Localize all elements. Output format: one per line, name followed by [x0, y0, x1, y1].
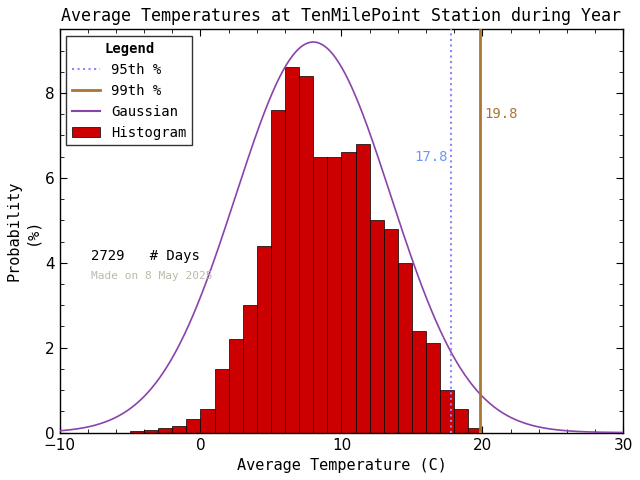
Bar: [384, 229, 398, 432]
Bar: [214, 369, 228, 432]
Bar: [313, 156, 327, 432]
Bar: [130, 431, 144, 432]
Bar: [228, 339, 243, 432]
Bar: [200, 409, 214, 432]
Bar: [144, 430, 158, 432]
Bar: [412, 331, 426, 432]
Bar: [468, 428, 483, 432]
Bar: [158, 428, 172, 432]
Bar: [327, 156, 341, 432]
Text: 17.8: 17.8: [414, 150, 448, 164]
Bar: [257, 246, 271, 432]
Bar: [440, 390, 454, 432]
Text: 2729   # Days: 2729 # Days: [90, 249, 200, 263]
Bar: [299, 76, 313, 432]
Bar: [426, 344, 440, 432]
Bar: [243, 305, 257, 432]
Bar: [454, 409, 468, 432]
Bar: [186, 419, 200, 432]
Bar: [271, 110, 285, 432]
Bar: [341, 153, 356, 432]
Bar: [356, 144, 370, 432]
Bar: [172, 426, 186, 432]
Text: Made on 8 May 2025: Made on 8 May 2025: [90, 271, 212, 281]
Title: Average Temperatures at TenMilePoint Station during Year: Average Temperatures at TenMilePoint Sta…: [61, 7, 621, 25]
Text: 19.8: 19.8: [484, 107, 517, 121]
Bar: [285, 68, 299, 432]
Bar: [370, 220, 384, 432]
X-axis label: Average Temperature (C): Average Temperature (C): [237, 458, 446, 473]
Legend: 95th %, 99th %, Gaussian, Histogram: 95th %, 99th %, Gaussian, Histogram: [67, 36, 192, 145]
Y-axis label: Probability
(%): Probability (%): [7, 181, 39, 281]
Bar: [398, 263, 412, 432]
